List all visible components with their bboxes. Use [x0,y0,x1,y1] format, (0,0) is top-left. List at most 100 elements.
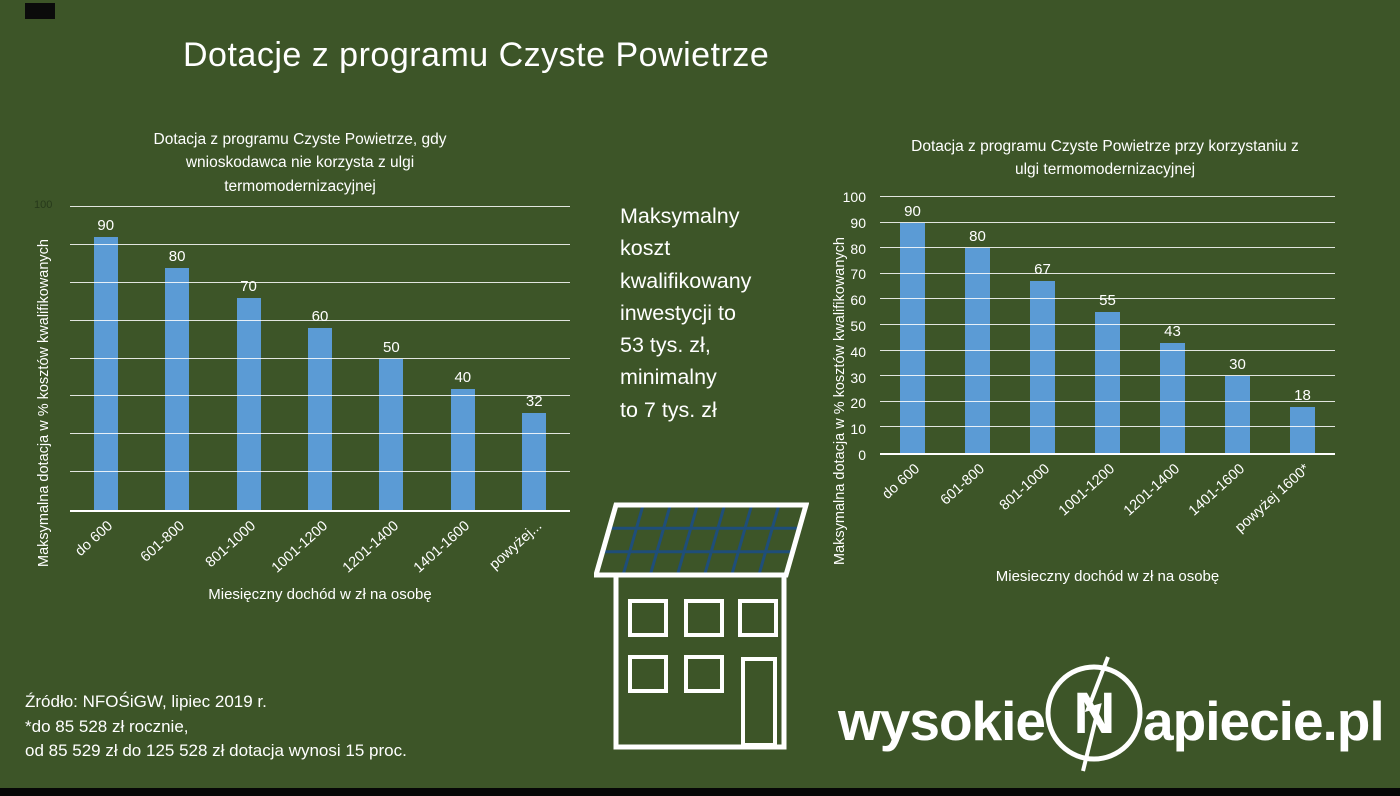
bar-slot: 90 [70,207,141,510]
bar-value-label: 18 [1294,386,1311,404]
y-tick-label: 80 [850,240,866,257]
gridline [880,247,1335,249]
bar-slot: 70 [213,207,284,510]
bar-slot: 90 [880,197,945,453]
y-tick-label: 0 [858,447,866,463]
x-tick-slot: 601-800 [137,514,212,584]
gridline [880,349,1335,351]
page-title: Dotacje z programu Czyste Powietrze [183,36,770,74]
bar [450,388,475,510]
screen-edge-artifact [25,3,55,19]
gridline [880,400,1335,402]
gridline [70,357,570,359]
y-tick-label: 100 [842,189,866,205]
bar-slot: 30 [1205,197,1270,453]
x-axis-title: Miesięczny dochód w zł na osobę [208,586,432,603]
bar-slot: 60 [284,207,355,510]
gridline [70,433,570,435]
bar [236,297,261,510]
x-axis-ticks: do 600 601-800 801-1000 1001-1200 1201-1400 1… [70,514,570,584]
bar-series: 90 80 67 55 43 30 18 [880,197,1335,453]
y-tick-label: 70 [850,266,866,283]
plot-area: 90 80 70 60 50 40 32 [70,206,570,512]
gridline [880,375,1335,377]
bar-value-label: 55 [1099,292,1116,310]
x-tick-label: do 600 [879,461,924,503]
y-tick-label: 30 [850,369,866,386]
x-tick-label: do 600 [72,518,117,560]
bottom-black-bar [0,788,1400,796]
bar [1160,342,1185,453]
x-tick-slot: 1001-1200 [268,514,355,584]
bar-value-label: 40 [454,368,472,386]
y-axis-title: Maksymalna dotacja w % kosztów kwalifiko… [36,239,52,567]
source-footnote: Źródło: NFOŚiGW, lipiec 2019 r. *do 85 5… [25,692,407,761]
x-axis-ticks: do 600 601-800 801-1000 1001-1200 1201-1400 1… [880,457,1335,552]
bar-value-label: 80 [969,228,986,246]
x-axis-title: Miesieczny dochód w zł na osobę [995,568,1220,585]
x-tick-label: 601-800 [137,518,188,566]
x-tick-label: 601-800 [937,461,989,509]
bar-value-label: 43 [1164,322,1181,340]
bar-value-label: 90 [904,202,921,220]
gridline [70,319,570,321]
y-axis-ticks: 0 10 20 30 40 50 60 70 80 90 100 [838,189,874,463]
bar [307,328,332,510]
chart-title: Dotacja z programu Czyste Powietrze, gdy… [153,131,447,195]
bar-value-label: 80 [168,247,186,265]
y-tick-label: 90 [850,214,866,231]
logo-text-prefix: wysokie [838,689,1046,752]
gridline [880,426,1335,428]
x-tick-slot: do 600 [70,514,141,584]
lightning-bolt-n-emblem-icon: N [1042,655,1146,786]
x-tick-slot: 801-1000 [203,514,284,584]
gridline [70,281,570,283]
bar-value-label: 90 [97,217,115,235]
gridline [880,324,1335,325]
bar [1225,376,1250,453]
wysokienapiecie-logo: wysokie N apiecie.pl [838,655,1385,786]
x-tick-slot: powyżej 1600* [1232,457,1335,552]
bar-slot: 50 [356,207,427,510]
x-tick-slot: do 600 [880,457,945,552]
bar [522,413,547,510]
bar-value-label: 50 [383,338,400,356]
bar-slot: 67 [1010,197,1075,453]
gridline [880,196,1335,197]
bar-slot: 40 [427,207,498,510]
logo-text-suffix: apiecie.pl [1143,689,1385,752]
gridline [880,272,1335,274]
bar [165,267,190,510]
chart-with-tax-relief: Dotacja z programu Czyste Powietrze przy… [820,120,1380,610]
bar-slot: 43 [1140,197,1205,453]
gridline [880,298,1335,300]
max-cost-note: Maksymalny koszt kwalifikowany inwestycj… [620,204,752,422]
bar-slot: 80 [945,197,1010,453]
y-tick-label: 10 [850,421,866,438]
bar [1290,406,1315,453]
y-axis-top-label: 100 [34,199,53,211]
y-tick-label: 40 [850,343,866,360]
bar-series: 90 80 70 60 50 40 32 [70,207,570,510]
bar [379,358,404,510]
bar-value-label: 70 [240,277,257,295]
bar-value-label: 32 [525,393,543,411]
bar-slot: 80 [141,207,212,510]
gridline [70,395,570,397]
y-tick-label: 20 [850,395,866,412]
chart-no-tax-relief: Dotacja z programu Czyste Powietrze, gdy… [34,125,600,615]
bar-value-label: 30 [1229,356,1246,374]
bar-value-label: 67 [1034,261,1051,279]
bar [1030,281,1055,453]
chart-title: Dotacja z programu Czyste Powietrze przy… [911,138,1299,179]
bar [93,237,118,510]
y-tick-label: 60 [850,292,866,309]
x-tick-slot: powyżej... [486,514,570,584]
bar-slot: 32 [499,207,570,510]
plot-area: 90 80 67 55 43 30 18 [880,196,1335,455]
bar-slot: 55 [1075,197,1140,453]
bar-value-label: 60 [311,308,329,326]
gridline [70,243,570,245]
house-with-solar-panels-icon [592,497,810,757]
